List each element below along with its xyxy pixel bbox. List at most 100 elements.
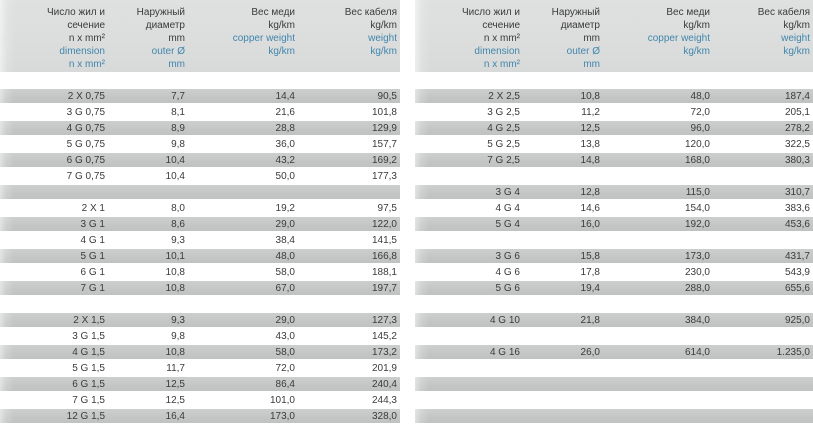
cable-weight-cell: 244,3 [371,394,397,406]
table-row: 6 G 1,5 12,5 86,4 240,4 [0,376,400,392]
table-row: 3 G 6 15,8 173,0 431,7 [415,248,813,264]
copper-weight-cell: 43,2 [275,154,295,166]
header-col-dimension: Число жил и сечение n x mm² dimension n … [0,6,105,72]
table-row: 3 G 1,5 9,8 43,0 145,2 [0,328,400,344]
dimension-cell: 3 G 4 [495,186,520,198]
separator-row [0,184,400,200]
dimension-cell: 3 G 2,5 [487,106,520,118]
outer-diameter-cell: 8,6 [171,218,185,230]
outer-diameter-cell: 10,4 [165,154,185,166]
copper-weight-cell: 48,0 [275,250,295,262]
copper-weight-cell: 43,0 [275,330,295,342]
header-line-ru: диаметр [560,20,600,31]
cable-weight-cell: 205,1 [784,106,810,118]
copper-weight-cell: 14,4 [275,90,295,102]
header-line-ru: Вес кабеля [344,7,397,18]
table-row: 7 G 1,5 12,5 101,0 244,3 [0,392,400,408]
separator-row [415,376,813,392]
outer-diameter-cell: 9,8 [171,330,185,342]
table-row: 5 G 1,5 11,7 72,0 201,9 [0,360,400,376]
header-line-en: kg/km [683,46,710,57]
dimension-cell: 5 G 1,5 [72,362,105,374]
dimension-cell: 2 X 0,75 [67,90,105,102]
header-line-en: dimension [474,46,520,57]
table-row: 5 G 6 19,4 288,0 655,6 [415,280,813,296]
header-line-en: copper weight [232,33,295,44]
dimension-cell: 4 G 10 [489,314,520,326]
table-row: 2 X 1,5 9,3 29,0 127,3 [0,312,400,328]
header-col-outer-diameter: Наружный диаметр mm outer Ø mm [520,6,600,72]
copper-weight-cell: 29,0 [275,314,295,326]
table-row: 5 G 1 10,1 48,0 166,8 [0,248,400,264]
cable-weight-cell: 1.235,0 [776,346,810,358]
copper-weight-cell: 67,0 [275,282,295,294]
outer-diameter-cell: 16,0 [580,218,600,230]
copper-weight-cell: 101,0 [269,394,295,406]
table-row: 2 X 0,75 7,7 14,4 90,5 [0,88,400,104]
table-row: 3 G 2,5 11,2 72,0 205,1 [415,104,813,120]
cable-weight-cell: 197,7 [371,282,397,294]
header-line-ru: Вес меди [666,7,710,18]
cable-weight-cell: 169,2 [371,154,397,166]
table-row: 5 G 0,75 9,8 36,0 157,7 [0,136,400,152]
header-col-copper-weight: Вес меди kg/km copper weight kg/km [600,6,710,72]
dimension-cell: 5 G 0,75 [66,138,105,150]
outer-diameter-cell: 9,3 [171,234,185,246]
header-line-ru: Вес меди [251,7,295,18]
dimension-cell: 6 G 1,5 [72,378,105,390]
cable-weight-cell: 122,0 [371,218,397,230]
outer-diameter-cell: 12,5 [165,394,185,406]
cable-weight-cell: 278,2 [784,122,810,134]
table-row: 4 G 16 26,0 614,0 1.235,0 [415,344,813,360]
separator-row [0,296,400,312]
copper-weight-cell: 72,0 [690,106,710,118]
outer-diameter-cell: 10,8 [165,266,185,278]
dimension-cell: 6 G 1 [80,266,105,278]
dimension-cell: 3 G 1,5 [72,330,105,342]
outer-diameter-cell: 15,8 [580,250,600,262]
outer-diameter-cell: 12,8 [580,186,600,198]
copper-weight-cell: 19,2 [275,202,295,214]
dimension-cell: 2 X 1 [81,202,105,214]
cable-weight-cell: 453,6 [784,218,810,230]
outer-diameter-cell: 9,3 [171,314,185,326]
copper-weight-cell: 154,0 [684,202,710,214]
copper-weight-cell: 86,4 [275,378,295,390]
dimension-cell: 5 G 6 [495,282,520,294]
header-line-ru: сечение [482,20,520,31]
dimension-cell: 2 X 1,5 [73,314,105,326]
cable-weight-cell: 655,6 [784,282,810,294]
cable-table-right: Число жил и сечение n x mm² dimension n … [415,0,813,424]
dimension-cell: 7 G 0,75 [66,170,105,182]
header-line-ru: Число жил и [461,7,520,18]
header-line-ru: kg/km [783,20,810,31]
header-line-en: outer Ø [151,46,185,57]
outer-diameter-cell: 10,8 [165,346,185,358]
header-line-en: kg/km [783,46,810,57]
dimension-cell: 4 G 0,75 [66,122,105,134]
table-header-left: Число жил и сечение n x mm² dimension n … [0,0,400,72]
header-col-cable-weight: Вес кабеля kg/km weight kg/km [710,6,813,72]
copper-weight-cell: 38,4 [275,234,295,246]
outer-diameter-cell: 26,0 [580,346,600,358]
table-row: 3 G 1 8,6 29,0 122,0 [0,216,400,232]
table-row: 4 G 1 9,3 38,4 141,5 [0,232,400,248]
header-line-en: dimension [59,46,105,57]
dimension-cell: 2 X 2,5 [488,90,520,102]
cable-weight-cell: 431,7 [784,250,810,262]
table-row: 7 G 0,75 10,4 50,0 177,3 [0,168,400,184]
table-row: 7 G 2,5 14,8 168,0 380,3 [415,152,813,168]
dimension-cell: 6 G 0,75 [66,154,105,166]
table-row: 12 G 1,5 16,4 173,0 328,0 [0,408,400,424]
separator-row [415,296,813,312]
header-line-ru: n x mm² [483,33,520,44]
header-line-ru: сечение [67,20,105,31]
table-row: 3 G 0,75 8,1 21,6 101,8 [0,104,400,120]
copper-weight-cell: 48,0 [690,90,710,102]
copper-weight-cell: 384,0 [684,314,710,326]
dimension-cell: 12 G 1,5 [66,410,105,422]
copper-weight-cell: 50,0 [275,170,295,182]
header-line-ru: kg/km [370,20,397,31]
outer-diameter-cell: 12,5 [580,122,600,134]
dimension-cell: 7 G 2,5 [487,154,520,166]
